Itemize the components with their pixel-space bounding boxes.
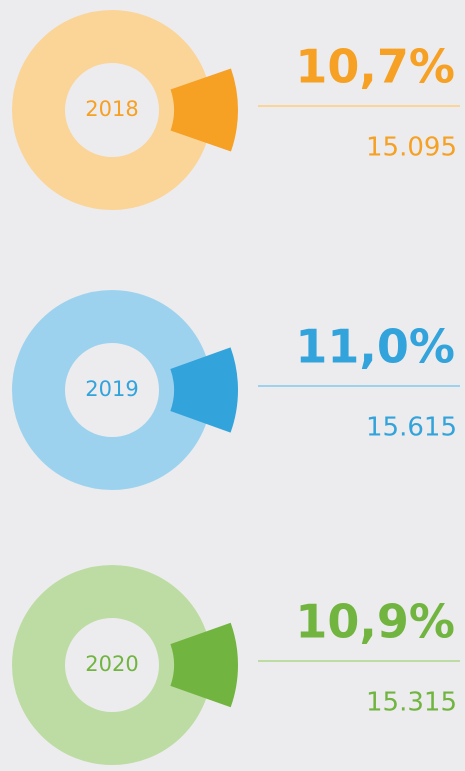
total-label: 15.315 (366, 688, 457, 718)
total-label: 15.615 (366, 413, 457, 443)
segment (170, 68, 238, 152)
percent-label: 11,0% (295, 320, 455, 374)
year-label: 2020 (85, 652, 138, 676)
segment (170, 622, 239, 708)
percent-label: 10,9% (295, 595, 455, 649)
total-label: 15.095 (366, 133, 457, 163)
year-label: 2018 (85, 97, 138, 121)
percent-label: 10,7% (295, 40, 455, 94)
year-label: 2019 (85, 377, 138, 401)
segment (170, 347, 238, 433)
